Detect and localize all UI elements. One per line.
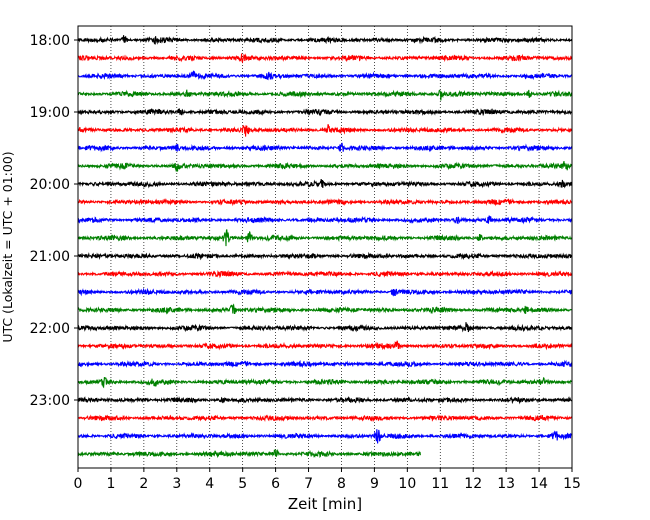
x-tick-label: 10 [398, 476, 416, 492]
trace-line [77, 448, 421, 459]
trace-line [77, 89, 573, 101]
x-tick-label: 6 [271, 476, 280, 492]
x-tick-label: 1 [106, 476, 115, 492]
y-tick-label: 18:00 [30, 33, 70, 49]
x-tick-label: 0 [74, 476, 83, 492]
y-tick-label: 19:00 [30, 105, 70, 121]
x-tick-label: 15 [563, 476, 581, 492]
trace-line [77, 340, 573, 351]
y-tick-label: 22:00 [30, 321, 70, 337]
trace-line [77, 107, 573, 117]
trace-line [77, 376, 573, 389]
trace-line [77, 70, 573, 81]
y-tick-label: 23:00 [30, 393, 70, 409]
trace-line [77, 270, 573, 279]
trace-line [77, 35, 573, 45]
x-tick-label: 5 [238, 476, 247, 492]
trace-line [77, 142, 573, 153]
x-tick-label: 13 [497, 476, 515, 492]
x-tick-label: 8 [337, 476, 346, 492]
y-tick-label: 21:00 [30, 249, 70, 265]
x-tick-label: 9 [370, 476, 379, 492]
trace-line [77, 396, 573, 405]
trace-line [77, 124, 573, 137]
x-tick-label: 14 [530, 476, 548, 492]
x-tick-label: 2 [139, 476, 148, 492]
y-axis: 18:00 19:00 20:00 21:00 22:00 23:00 [30, 33, 78, 409]
x-tick-label: 7 [304, 476, 313, 492]
x-tick-label: 3 [172, 476, 181, 492]
x-tick-label: 4 [205, 476, 214, 492]
trace-line [77, 215, 573, 225]
x-axis-label: Zeit [min] [288, 495, 362, 513]
trace-line [77, 197, 573, 207]
trace-line [77, 322, 573, 333]
traces [77, 35, 573, 459]
y-axis-label: UTC (Lokalzeit = UTC + 01:00) [0, 151, 15, 342]
trace-line [77, 53, 573, 64]
x-tick-label: 12 [464, 476, 482, 492]
trace-line [77, 179, 573, 189]
x-tick-label: 11 [431, 476, 449, 492]
trace-line [77, 161, 573, 173]
trace-line [77, 229, 573, 247]
trace-line [77, 359, 573, 369]
y-tick-label: 20:00 [30, 177, 70, 193]
trace-line [77, 287, 573, 297]
trace-line [77, 414, 573, 423]
trace-line [77, 251, 573, 261]
plot-frame [77, 25, 573, 469]
trace-line [77, 429, 573, 444]
trace-line [77, 303, 573, 315]
x-axis: 0 1 2 3 4 5 6 7 8 9 10 11 12 13 14 15 [74, 468, 581, 492]
